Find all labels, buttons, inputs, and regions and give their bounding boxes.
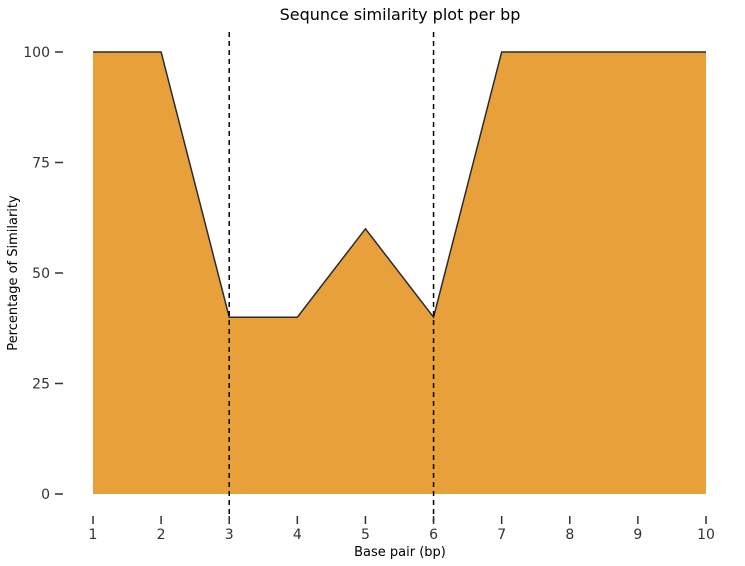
- x-axis-label: Base pair (bp): [354, 545, 446, 560]
- x-tick-label-6: 6: [429, 527, 438, 543]
- similarity-line: [93, 51, 706, 319]
- x-tick-label-1: 1: [89, 527, 98, 543]
- chart-title: Sequnce similarity plot per bp: [280, 5, 521, 24]
- y-tick-label-25: 25: [32, 377, 50, 393]
- plot-area: [93, 32, 706, 522]
- x-tick-label-3: 3: [225, 527, 234, 543]
- y-axis: 0 25 50 75 100: [23, 45, 63, 503]
- x-tick-label-5: 5: [361, 527, 370, 543]
- x-tick-label-4: 4: [293, 527, 302, 543]
- x-tick-label-8: 8: [565, 527, 574, 543]
- similarity-area: [93, 52, 706, 494]
- x-tick-label-10: 10: [697, 527, 715, 543]
- y-tick-label-50: 50: [32, 266, 50, 282]
- x-axis: 1 2 3 4 5 6 7 8 9 10: [89, 516, 715, 543]
- y-tick-label-75: 75: [32, 156, 50, 172]
- y-axis-label: Percentage of Similarity: [6, 195, 21, 351]
- y-tick-label-100: 100: [23, 45, 50, 61]
- x-tick-label-2: 2: [157, 527, 166, 543]
- x-tick-label-9: 9: [633, 527, 642, 543]
- y-tick-label-0: 0: [41, 487, 50, 503]
- x-tick-label-7: 7: [497, 527, 506, 543]
